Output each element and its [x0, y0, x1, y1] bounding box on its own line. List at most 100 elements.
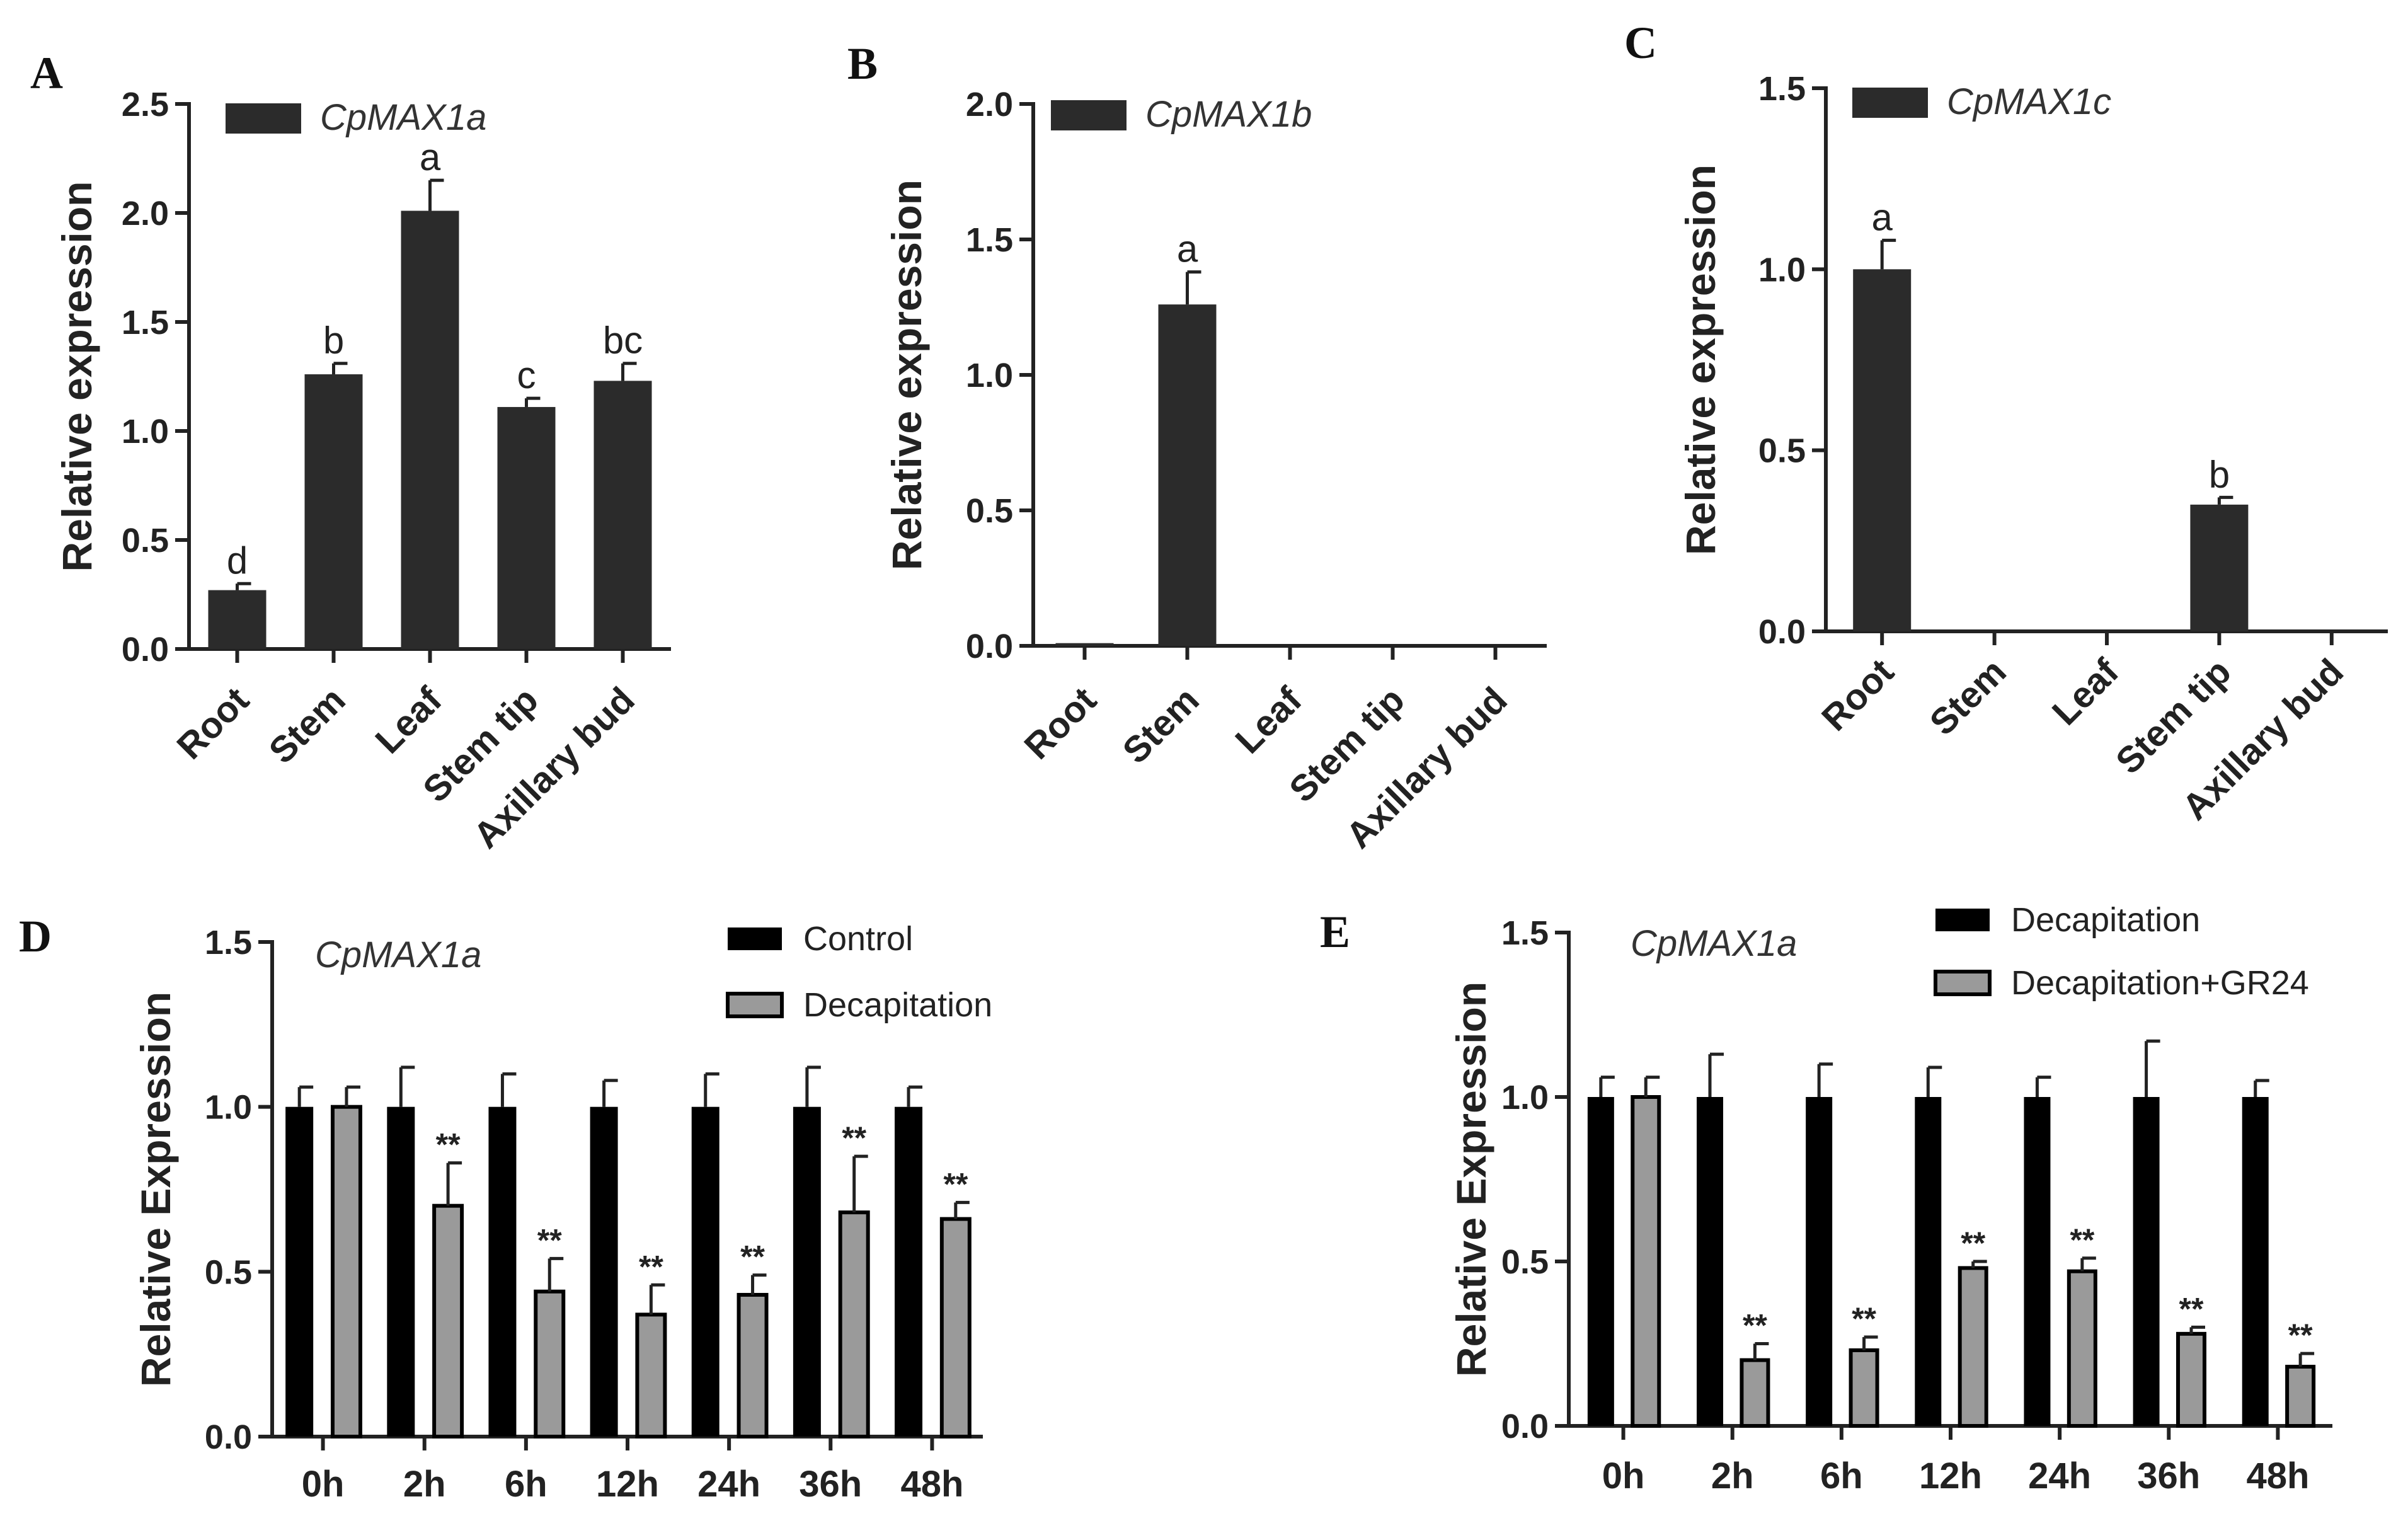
bar-series-2	[534, 1289, 566, 1439]
y-tick-label: 2.0	[966, 86, 1013, 123]
bar	[1055, 643, 1114, 646]
bar-series-1	[285, 1106, 314, 1437]
bar-series-1	[2133, 1097, 2160, 1426]
x-tick-label: 6h	[1820, 1456, 1863, 1496]
x-tick-label: Root	[1016, 679, 1104, 767]
significance-mark: **	[1852, 1301, 1876, 1336]
significance-mark: **	[639, 1249, 663, 1284]
panel-label-a: A	[30, 48, 63, 98]
bar-series-1	[895, 1106, 923, 1437]
bar-series-1	[1697, 1097, 1724, 1426]
significance-mark: **	[2070, 1222, 2094, 1258]
bar-series-1	[691, 1106, 720, 1437]
x-tick-label: Leaf	[1227, 679, 1310, 762]
y-axis-label: Relative Expression	[132, 992, 179, 1387]
chart-panel-d: 0.0 0.5 1.0 1.5 Relative Expression 0h 2h 6h 12h…	[132, 920, 992, 1505]
legend-swatch	[226, 103, 301, 134]
legend-swatch	[1935, 909, 1990, 931]
y-axis-label: Relative expression	[883, 180, 930, 570]
significance-mark: **	[1961, 1226, 1985, 1261]
bar	[2190, 504, 2249, 631]
bar	[208, 590, 267, 649]
legend-label: Decapitation	[803, 986, 992, 1024]
bar-series-1	[2242, 1097, 2269, 1426]
legend-swatch	[1934, 970, 1992, 996]
bar-series-2	[1631, 1095, 1661, 1428]
significance-letter: b	[2209, 453, 2230, 495]
panel-label-e: E	[1320, 907, 1350, 957]
bar	[497, 406, 556, 649]
x-tick-label: 2h	[403, 1464, 446, 1505]
x-tick-label: Stem	[261, 679, 353, 771]
y-tick-label: 1.5	[966, 221, 1013, 259]
significance-mark: **	[842, 1120, 866, 1156]
bar-series-1	[387, 1106, 415, 1437]
significance-letter: a	[1872, 196, 1893, 238]
panel-label-d: D	[19, 911, 52, 962]
legend-label: CpMAX1c	[1947, 81, 2111, 122]
bar-series-2	[1958, 1266, 1988, 1428]
x-tick-label: Root	[1814, 651, 1901, 738]
significance-letter: bc	[603, 319, 643, 362]
legend-swatch	[728, 927, 782, 950]
y-tick-label: 1.0	[205, 1089, 252, 1127]
bar	[401, 210, 459, 649]
x-tick-label: 24h	[697, 1464, 760, 1505]
bar-series-1	[1915, 1097, 1942, 1426]
panel-label-b: B	[847, 38, 878, 89]
bar-series-1	[590, 1106, 618, 1437]
significance-mark: **	[537, 1222, 562, 1258]
bar-series-2	[737, 1292, 769, 1438]
bar-series-2	[939, 1217, 972, 1438]
bar	[1158, 304, 1217, 646]
chart-layer: 0.0 0.5 1.0 1.5 2.0 2.5 Relative expression Roo…	[54, 70, 2388, 1505]
x-tick-label: 0h	[302, 1464, 345, 1505]
y-tick-label: 0.0	[1758, 613, 1806, 651]
panel-label-c: C	[1624, 18, 1657, 68]
bar-series-1	[2024, 1097, 2051, 1426]
x-tick-label: Root	[169, 679, 256, 767]
legend-swatch	[1852, 88, 1928, 118]
x-tick-label: 2h	[1711, 1456, 1754, 1496]
y-tick-label: 0.5	[205, 1253, 252, 1291]
bar-series-2	[1740, 1358, 1770, 1428]
bar	[1853, 269, 1912, 631]
y-tick-label: 1.0	[966, 357, 1013, 394]
bar-series-2	[838, 1210, 870, 1438]
y-tick-label: 0.0	[122, 631, 169, 669]
bar-series-2	[432, 1203, 464, 1438]
chart-panel-a: 0.0 0.5 1.0 1.5 2.0 2.5 Relative expression Roo…	[54, 86, 671, 856]
x-tick-label: 6h	[505, 1464, 548, 1505]
chart-title: CpMAX1a	[315, 934, 481, 975]
significance-mark: **	[1743, 1308, 1767, 1343]
significance-mark: **	[436, 1127, 461, 1163]
bar-series-1	[1806, 1097, 1833, 1426]
y-tick-label: 0.0	[1501, 1408, 1549, 1445]
bar-series-2	[2176, 1331, 2206, 1428]
x-tick-label: 48h	[900, 1464, 963, 1505]
legend-label: CpMAX1a	[320, 97, 486, 138]
y-axis-label: Relative Expression	[1448, 982, 1494, 1377]
significance-letter: c	[517, 354, 536, 396]
x-tick-label: 36h	[2137, 1456, 2200, 1496]
bar	[593, 381, 652, 649]
significance-letter: b	[323, 319, 344, 362]
significance-mark: **	[943, 1166, 968, 1202]
y-tick-label: 1.5	[1501, 914, 1549, 952]
significance-letter: d	[227, 539, 248, 582]
legend-label: Control	[803, 920, 913, 958]
legend-label: Decapitation	[2011, 901, 2200, 939]
y-tick-label: 1.0	[1758, 251, 1806, 289]
y-tick-label: 1.5	[205, 924, 252, 962]
chart-title: CpMAX1a	[1631, 923, 1797, 964]
x-tick-label: Stem	[1115, 679, 1207, 771]
y-tick-label: 1.5	[1758, 70, 1806, 108]
y-tick-label: 1.0	[1501, 1079, 1549, 1117]
y-axis-label: Relative expression	[1677, 164, 1724, 555]
bar-series-2	[635, 1312, 667, 1439]
x-tick-label: Leaf	[2044, 651, 2127, 733]
x-tick-label: 24h	[2028, 1456, 2091, 1496]
y-tick-label: 2.0	[122, 195, 169, 233]
significance-mark: **	[2179, 1291, 2204, 1326]
